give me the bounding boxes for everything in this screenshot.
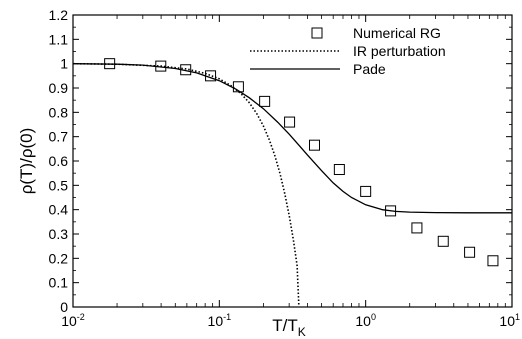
legend-label: Numerical RG (353, 25, 441, 41)
y-tick-label: 0.9 (49, 80, 69, 96)
data-point (333, 164, 345, 176)
x-tick-label: 100 (355, 312, 376, 329)
x-tick-label: 10-1 (208, 312, 232, 329)
legend-label: Pade (353, 61, 386, 77)
y-tick-label: 0.6 (49, 153, 69, 169)
data-point (308, 139, 320, 151)
data-point (360, 185, 372, 197)
y-tick-label: 0 (60, 299, 68, 315)
data-point (437, 235, 449, 247)
y-tick-label: 0.7 (49, 129, 69, 145)
data-point (411, 222, 423, 234)
data-point (259, 95, 271, 107)
pade-line (72, 63, 512, 214)
legend-label: IR perturbation (353, 43, 446, 59)
plot-frame (72, 14, 513, 308)
y-tick-label: 0.4 (49, 202, 69, 218)
y-tick-label: 0.8 (49, 104, 69, 120)
y-tick-label: 0.1 (49, 275, 69, 291)
y-tick-label: 0.3 (49, 226, 69, 242)
data-point (232, 81, 244, 93)
y-tick-label: 0.2 (49, 250, 69, 266)
x-axis-title: T/TK (272, 316, 306, 339)
x-tick-label: 10-2 (61, 312, 85, 329)
data-point (487, 255, 499, 267)
x-tick-label: 101 (499, 312, 520, 329)
y-tick-label: 1.2 (49, 7, 69, 23)
y-tick-label: 1 (60, 56, 68, 72)
y-axis-title: ρ(T)/ρ(0) (17, 128, 36, 195)
ir-perturbation-line (72, 62, 300, 308)
legend-marker (311, 27, 323, 39)
y-tick-label: 0.5 (49, 177, 69, 193)
y-tick-label: 1.1 (49, 31, 69, 47)
data-point (284, 116, 296, 128)
data-point (464, 246, 476, 258)
